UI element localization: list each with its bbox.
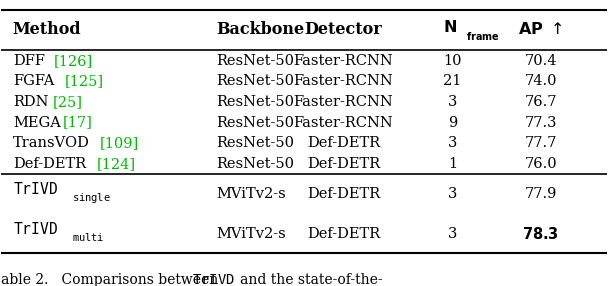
Text: ResNet-50: ResNet-50 bbox=[216, 116, 294, 130]
Text: [124]: [124] bbox=[97, 157, 136, 171]
Text: ResNet-50: ResNet-50 bbox=[216, 95, 294, 109]
Text: $\mathtt{TrIVD}$: $\mathtt{TrIVD}$ bbox=[13, 221, 58, 237]
Text: ResNet-50: ResNet-50 bbox=[216, 74, 294, 88]
Text: TransVOD: TransVOD bbox=[13, 136, 90, 150]
Text: 3: 3 bbox=[448, 227, 457, 241]
Text: 10: 10 bbox=[443, 54, 462, 68]
Text: [125]: [125] bbox=[64, 74, 103, 88]
Text: Faster-RCNN: Faster-RCNN bbox=[294, 116, 393, 130]
Text: $\mathtt{single}$: $\mathtt{single}$ bbox=[72, 191, 111, 205]
Text: 74.0: 74.0 bbox=[524, 74, 557, 88]
Text: Def-DETR: Def-DETR bbox=[307, 136, 380, 150]
Text: 3: 3 bbox=[448, 187, 457, 201]
Text: $\mathtt{multi}$: $\mathtt{multi}$ bbox=[72, 231, 105, 243]
Text: 21: 21 bbox=[443, 74, 462, 88]
Text: 9: 9 bbox=[448, 116, 457, 130]
Text: Def-DETR: Def-DETR bbox=[307, 187, 380, 201]
Text: Def-DETR: Def-DETR bbox=[13, 157, 86, 171]
Text: [25]: [25] bbox=[52, 95, 82, 109]
Text: $\mathtt{TrIVD}$: $\mathtt{TrIVD}$ bbox=[13, 181, 58, 197]
Text: $\mathbf{AP}$ $\uparrow$: $\mathbf{AP}$ $\uparrow$ bbox=[519, 21, 563, 38]
Text: RDN: RDN bbox=[13, 95, 48, 109]
Text: 76.0: 76.0 bbox=[524, 157, 557, 171]
Text: $\mathtt{TrIVD}$: $\mathtt{TrIVD}$ bbox=[192, 273, 235, 286]
Text: $\mathbf{frame}$: $\mathbf{frame}$ bbox=[466, 30, 500, 42]
Text: FGFA: FGFA bbox=[13, 74, 54, 88]
Text: MViTv2-s: MViTv2-s bbox=[216, 227, 286, 241]
Text: 1: 1 bbox=[448, 157, 457, 171]
Text: 70.4: 70.4 bbox=[524, 54, 557, 68]
Text: able 2.   Comparisons between: able 2. Comparisons between bbox=[1, 273, 223, 286]
Text: Def-DETR: Def-DETR bbox=[307, 227, 380, 241]
Text: 77.7: 77.7 bbox=[524, 136, 557, 150]
Text: and the state-of-the-: and the state-of-the- bbox=[240, 273, 383, 286]
Text: 77.3: 77.3 bbox=[524, 116, 557, 130]
Text: DFF: DFF bbox=[13, 54, 45, 68]
Text: Faster-RCNN: Faster-RCNN bbox=[294, 54, 393, 68]
Text: [17]: [17] bbox=[63, 116, 92, 130]
Text: ResNet-50: ResNet-50 bbox=[216, 54, 294, 68]
Text: 3: 3 bbox=[448, 136, 457, 150]
Text: ResNet-50: ResNet-50 bbox=[216, 136, 294, 150]
Text: MEGA: MEGA bbox=[13, 116, 61, 130]
Text: Faster-RCNN: Faster-RCNN bbox=[294, 95, 393, 109]
Text: $\mathbf{78.3}$: $\mathbf{78.3}$ bbox=[522, 226, 559, 242]
Text: [109]: [109] bbox=[100, 136, 139, 150]
Text: Detector: Detector bbox=[305, 21, 382, 38]
Text: 77.9: 77.9 bbox=[524, 187, 557, 201]
Text: $\mathbf{N}$: $\mathbf{N}$ bbox=[443, 19, 457, 35]
Text: ResNet-50: ResNet-50 bbox=[216, 157, 294, 171]
Text: Faster-RCNN: Faster-RCNN bbox=[294, 74, 393, 88]
Text: 76.7: 76.7 bbox=[524, 95, 557, 109]
Text: Method: Method bbox=[13, 21, 81, 38]
Text: MViTv2-s: MViTv2-s bbox=[216, 187, 286, 201]
Text: Backbone: Backbone bbox=[216, 21, 304, 38]
Text: [126]: [126] bbox=[54, 54, 93, 68]
Text: Def-DETR: Def-DETR bbox=[307, 157, 380, 171]
Text: 3: 3 bbox=[448, 95, 457, 109]
